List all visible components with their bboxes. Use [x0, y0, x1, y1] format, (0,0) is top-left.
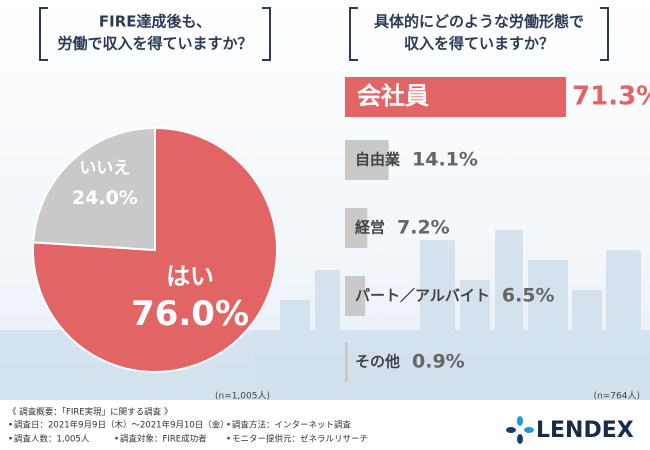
value-label: 6.5% [502, 285, 555, 307]
footer-bullet: • [8, 421, 13, 431]
footer-heading: 《 調査概要：「FIRE実現」に関する調査 》 [8, 407, 172, 418]
category-label: 自由業 [355, 151, 401, 169]
value-label: 71.3% [572, 82, 650, 112]
sample-note: (n=1,005人) [215, 391, 270, 402]
chart-title: 収入を得ていますか？ [404, 35, 554, 53]
pie-slice [32, 126, 156, 252]
footer-bullet: • [226, 421, 231, 431]
slice-label: はい [166, 262, 214, 290]
sample-note: (n=764人) [594, 391, 640, 402]
logo-petal [524, 427, 534, 433]
footer-band [0, 400, 650, 450]
logo-petal [517, 434, 523, 444]
slice-value-label: 76.0% [131, 294, 249, 334]
bar [345, 77, 567, 117]
bar [345, 208, 368, 248]
category-label: 経営 [355, 219, 385, 237]
logo-mark [506, 416, 534, 444]
chart-title: 具体的にどのような労働形態で [374, 13, 584, 31]
footer-item: 調査方法：インターネット調査 [232, 420, 352, 431]
bar [345, 276, 366, 316]
bar [345, 140, 389, 180]
chart-title: 労働で収入を得ていますか？ [57, 35, 252, 53]
title-brackets [39, 7, 609, 61]
footer-item: 調査日：2021年9月9日（木）～2021年9月10日（金） [14, 420, 229, 431]
footer-item: 調査人数：1,005人 [14, 434, 90, 445]
slice-label: いいえ [79, 159, 130, 179]
footer-item: モニター提供元：ゼネラルリサーチ [232, 434, 368, 445]
category-label: 会社員 [357, 82, 429, 110]
footer-item: 調査対象：FIRE成功者 [120, 434, 207, 445]
value-label: 14.1% [412, 149, 478, 171]
category-label: その他 [355, 353, 400, 371]
footer-bullet: • [114, 435, 119, 445]
chart-title: FIRE達成後も、 [99, 13, 211, 31]
value-label: 7.2% [397, 217, 450, 239]
logo-petal [517, 416, 523, 426]
logo: LENDEX [536, 418, 634, 443]
logo-petal [506, 427, 516, 433]
slice-value-label: 24.0% [72, 187, 138, 209]
value-label: 0.9% [412, 351, 465, 373]
category-label: パート／アルバイト [355, 287, 490, 305]
footer-bullet: • [226, 435, 231, 445]
bar [345, 342, 348, 382]
footer-bullet: • [8, 435, 13, 445]
city-skyline [0, 230, 650, 400]
